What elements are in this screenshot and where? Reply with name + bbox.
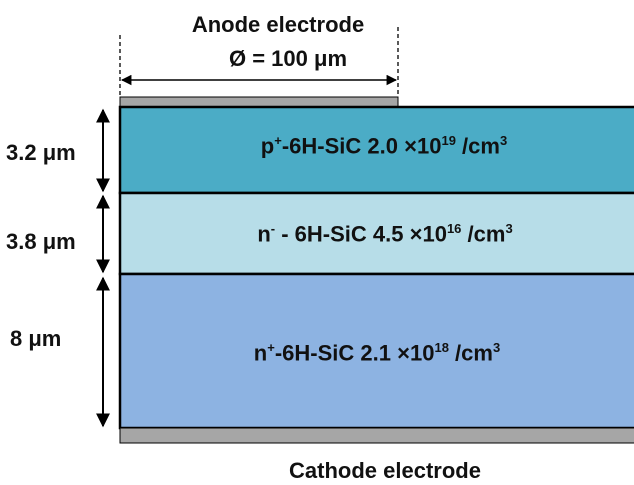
diameter-symbol: Ø — [228, 46, 247, 71]
layer-label-n-plus: n+-6H-SiC 2.1 ×1018 /cm3 — [253, 340, 501, 366]
anode-label: Anode electrode — [191, 12, 365, 37]
thickness-label-p-plus: 3.2 μm — [6, 140, 76, 165]
layer-label-n-minus: n- - 6H-SiC 4.5 ×1016 /cm3 — [257, 221, 513, 247]
times-sign: × — [397, 340, 410, 366]
layer-n-plus — [118, 272, 634, 430]
times-sign: × — [404, 133, 417, 159]
anode-electrode — [119, 96, 399, 108]
diameter-value: = 100 μm — [246, 46, 348, 71]
layer-p-plus — [118, 105, 634, 195]
cathode-electrode — [119, 427, 634, 444]
layer-n-minus — [118, 191, 634, 276]
layer-label-p-plus: p+-6H-SiC 2.0 ×1019 /cm3 — [260, 133, 508, 159]
times-sign: × — [409, 221, 423, 247]
thickness-label-n-plus: 8 μm — [10, 326, 62, 351]
cathode-label: Cathode electrode — [289, 458, 481, 483]
thickness-label-n-minus: 3.8 μm — [6, 229, 76, 254]
anode-diameter-label: Ø = 100 μm — [229, 46, 347, 72]
